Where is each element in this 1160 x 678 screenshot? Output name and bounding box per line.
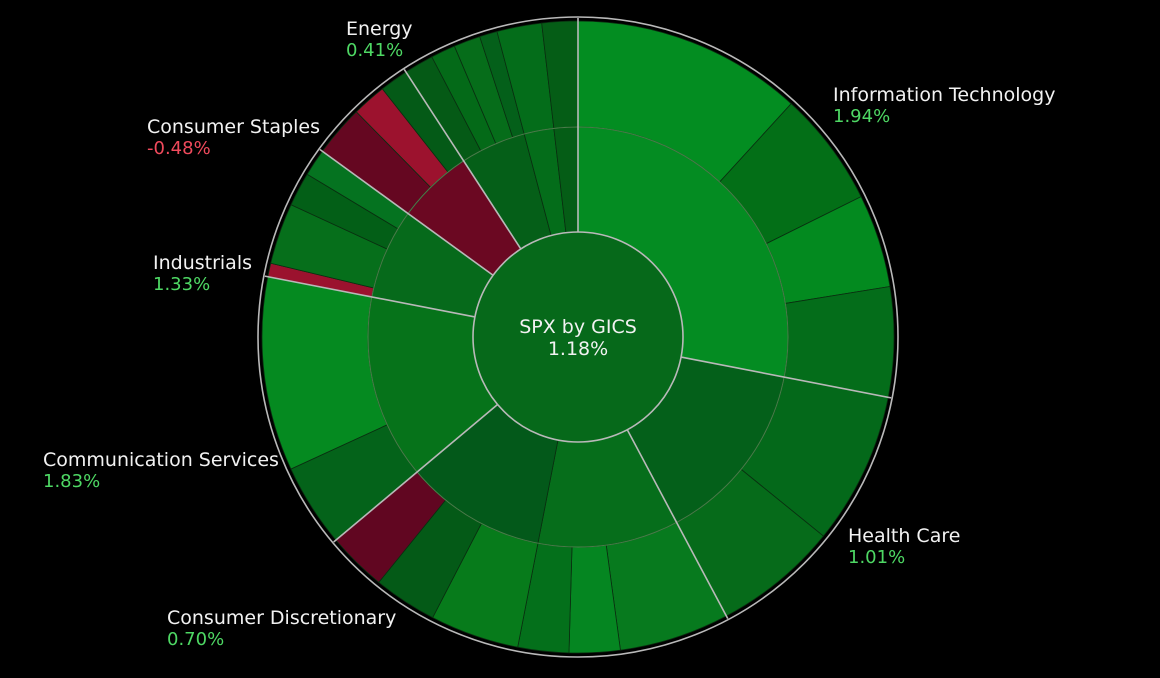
center-disc[interactable] (472, 231, 684, 443)
sector-label-communication-services[interactable]: Communication Services 1.83% (43, 449, 279, 493)
sector-name: Industrials (153, 252, 253, 274)
sector-change: -0.48% (147, 138, 211, 159)
center-title: SPX by GICS (519, 316, 637, 338)
center-change: 1.18% (548, 338, 608, 360)
sector-label-industrials[interactable]: Industrials 1.33% (153, 252, 252, 296)
sector-change: 0.41% (346, 40, 404, 61)
sector-name: Consumer Discretionary (167, 607, 397, 629)
sector-separator (319, 148, 494, 276)
sector-name: Information Technology (833, 84, 1056, 106)
sector-name: Energy (346, 18, 413, 40)
sector-separator (626, 429, 729, 620)
sector-name: Consumer Staples (147, 116, 321, 138)
sector-label-information-technology[interactable]: Information Technology 1.94% (833, 84, 1055, 128)
sector-change: 1.33% (153, 274, 211, 295)
sector-name: Communication Services (43, 449, 279, 471)
sector-separator (680, 356, 892, 399)
sector-change: 1.83% (43, 471, 101, 492)
sector-separator (333, 403, 499, 543)
sector-separator (264, 275, 476, 318)
sector-change: 0.70% (167, 629, 225, 650)
sector-label-consumer-staples[interactable]: Consumer Staples -0.48% (147, 116, 320, 160)
sector-label-consumer-discretionary[interactable]: Consumer Discretionary 0.70% (167, 607, 396, 651)
sector-label-health-care[interactable]: Health Care 1.01% (848, 525, 960, 569)
sector-change: 1.01% (848, 547, 906, 568)
sector-separator (403, 69, 522, 250)
sector-label-energy[interactable]: Energy 0.41% (346, 18, 413, 62)
outer-rim (257, 16, 899, 658)
sector-change: 1.94% (833, 106, 891, 127)
sector-name: Health Care (848, 525, 961, 547)
